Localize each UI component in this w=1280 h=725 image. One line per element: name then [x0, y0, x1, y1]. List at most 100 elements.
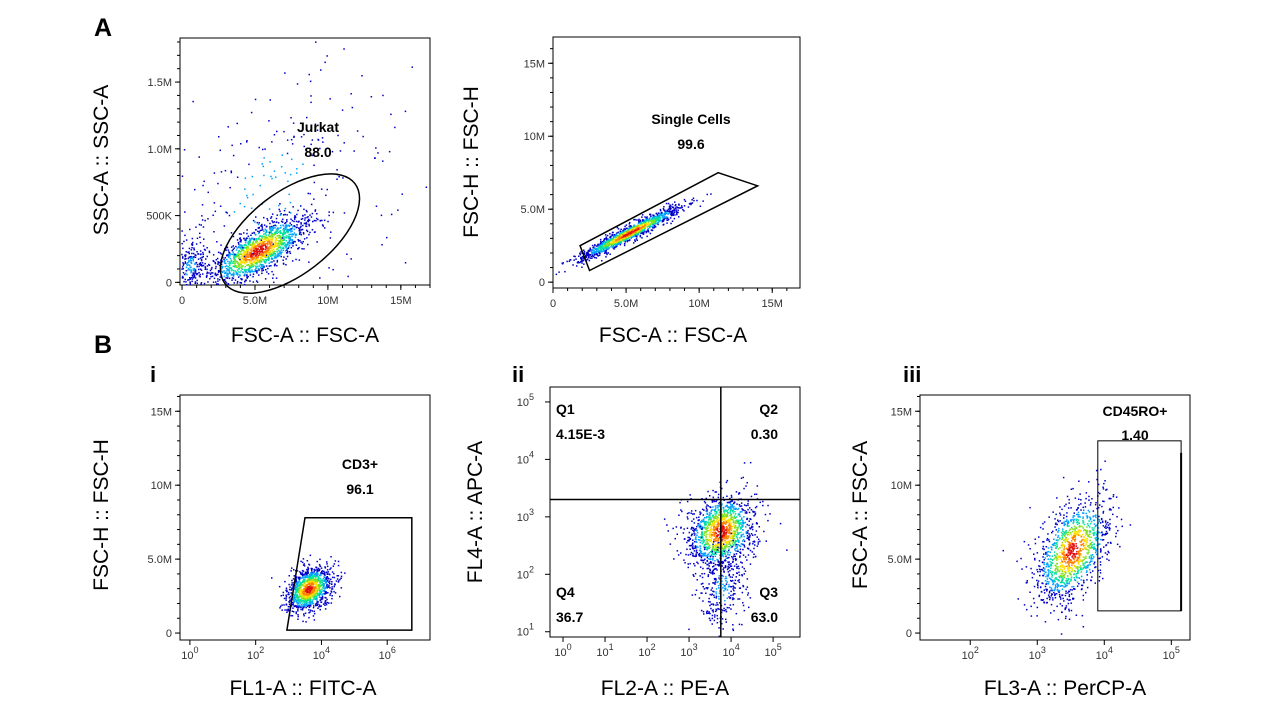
data-point	[266, 271, 268, 273]
data-point	[321, 220, 323, 222]
data-point	[297, 587, 299, 589]
data-point	[220, 244, 222, 246]
data-point	[580, 257, 582, 259]
data-point	[224, 276, 226, 278]
data-point	[703, 538, 705, 540]
data-point	[262, 259, 264, 261]
data-point	[283, 592, 285, 594]
data-point	[238, 268, 240, 270]
data-point	[327, 602, 329, 604]
data-point	[298, 247, 300, 249]
data-point	[627, 230, 629, 232]
data-point	[237, 252, 239, 254]
y-tick-text: 5.0M	[148, 554, 172, 566]
data-point	[292, 260, 294, 262]
data-point	[607, 245, 609, 247]
data-point	[211, 267, 213, 269]
data-point	[308, 221, 310, 223]
data-point	[306, 580, 308, 582]
data-point	[318, 568, 320, 570]
data-point	[248, 236, 250, 238]
data-point	[288, 194, 290, 196]
data-point	[236, 273, 238, 275]
data-point	[247, 251, 249, 253]
data-point	[285, 599, 287, 601]
data-point	[328, 267, 330, 269]
data-point	[246, 274, 248, 276]
data-point	[317, 561, 319, 563]
data-point	[231, 171, 233, 173]
data-point	[629, 227, 631, 229]
data-point	[646, 219, 648, 221]
data-point	[304, 565, 306, 567]
data-point	[273, 243, 275, 245]
data-point	[255, 259, 256, 261]
data-point	[284, 223, 286, 225]
data-point	[192, 101, 194, 103]
data-point	[261, 230, 263, 232]
data-point	[277, 260, 279, 262]
data-point	[229, 215, 231, 217]
data-point	[723, 511, 725, 513]
data-point	[305, 607, 307, 609]
data-point	[314, 569, 316, 571]
data-point	[305, 572, 307, 574]
data-point	[663, 208, 665, 210]
data-point	[253, 254, 255, 256]
data-point	[209, 278, 211, 280]
data-point	[602, 247, 604, 249]
data-point	[321, 589, 323, 591]
data-point	[672, 214, 674, 216]
data-point	[319, 564, 321, 566]
data-point	[298, 221, 300, 223]
data-point	[236, 272, 238, 274]
data-point	[239, 266, 241, 268]
data-point	[297, 588, 299, 590]
x-tick-text: 10M	[688, 298, 709, 310]
data-point	[748, 525, 750, 527]
data-point	[309, 232, 311, 234]
data-point	[299, 581, 301, 583]
data-point	[331, 598, 333, 600]
data-point	[207, 256, 209, 258]
data-point	[283, 604, 285, 606]
data-point	[324, 577, 326, 579]
data-point	[694, 550, 696, 552]
data-point	[683, 532, 685, 534]
data-point	[634, 219, 636, 221]
data-point	[650, 224, 652, 226]
data-point	[284, 237, 286, 239]
data-point	[271, 249, 273, 251]
data-point	[618, 238, 620, 240]
data-point	[308, 617, 310, 619]
data-point	[192, 242, 194, 244]
data-point	[284, 210, 286, 212]
data-point	[234, 254, 236, 256]
data-point	[317, 589, 319, 591]
data-point	[215, 273, 217, 275]
data-point	[210, 270, 212, 272]
data-point	[706, 527, 708, 529]
data-point	[192, 257, 194, 259]
gate-name: CD3+	[342, 456, 378, 472]
data-point	[300, 561, 302, 563]
data-point	[285, 264, 287, 266]
data-point	[320, 593, 322, 595]
y-tick-text: 10M	[524, 131, 545, 143]
data-point	[610, 236, 612, 238]
data-point	[304, 217, 306, 219]
data-point	[192, 275, 194, 277]
data-point	[203, 265, 205, 267]
data-point	[259, 147, 261, 149]
data-point	[195, 263, 197, 265]
data-point	[186, 267, 188, 269]
data-point	[300, 609, 302, 611]
data-point	[305, 586, 307, 588]
data-point	[285, 244, 287, 246]
data-point	[285, 250, 287, 252]
data-point	[344, 572, 346, 574]
data-point	[607, 235, 609, 237]
data-point	[329, 569, 331, 571]
data-point	[281, 166, 283, 168]
data-point	[332, 571, 334, 573]
